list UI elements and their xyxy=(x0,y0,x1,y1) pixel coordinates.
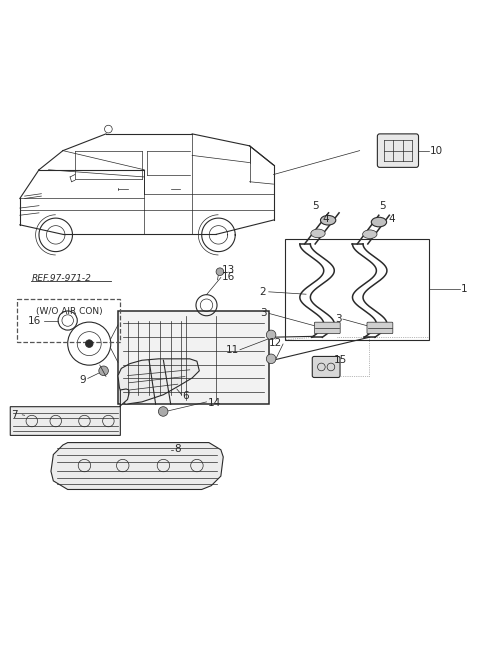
Text: 12: 12 xyxy=(269,338,282,348)
FancyBboxPatch shape xyxy=(312,356,340,378)
FancyBboxPatch shape xyxy=(314,322,340,334)
Circle shape xyxy=(266,330,276,340)
Text: 15: 15 xyxy=(334,355,348,365)
Ellipse shape xyxy=(372,217,386,227)
FancyBboxPatch shape xyxy=(367,322,393,334)
Bar xyxy=(118,311,269,404)
Text: 8: 8 xyxy=(174,444,181,454)
Text: 14: 14 xyxy=(208,398,221,408)
Bar xyxy=(17,299,120,342)
Text: 10: 10 xyxy=(430,146,443,156)
Text: 5: 5 xyxy=(379,201,386,211)
Text: 2: 2 xyxy=(260,287,266,297)
Text: (W/O AIR CON): (W/O AIR CON) xyxy=(36,307,102,316)
Ellipse shape xyxy=(311,229,325,237)
Polygon shape xyxy=(118,359,199,404)
Circle shape xyxy=(158,407,168,416)
Circle shape xyxy=(216,268,224,275)
Circle shape xyxy=(85,340,93,347)
Ellipse shape xyxy=(363,230,377,239)
Text: 7: 7 xyxy=(11,410,18,420)
Ellipse shape xyxy=(321,215,336,225)
Text: 4: 4 xyxy=(388,214,395,224)
Text: 11: 11 xyxy=(226,344,239,354)
Text: 6: 6 xyxy=(182,390,189,401)
Text: 3: 3 xyxy=(260,309,266,319)
Polygon shape xyxy=(10,389,129,436)
Polygon shape xyxy=(51,443,223,489)
Text: 1: 1 xyxy=(461,285,468,295)
Text: 3: 3 xyxy=(336,314,342,324)
Bar xyxy=(286,239,429,340)
Circle shape xyxy=(266,354,276,364)
Circle shape xyxy=(99,366,108,376)
Text: 16: 16 xyxy=(28,315,41,326)
Text: REF.97-971-2: REF.97-971-2 xyxy=(32,275,92,283)
FancyBboxPatch shape xyxy=(377,134,419,168)
Text: 13: 13 xyxy=(222,265,235,275)
Text: 9: 9 xyxy=(79,375,86,385)
Text: 16: 16 xyxy=(222,271,235,281)
Text: 5: 5 xyxy=(312,201,319,211)
Text: 4: 4 xyxy=(323,213,329,223)
